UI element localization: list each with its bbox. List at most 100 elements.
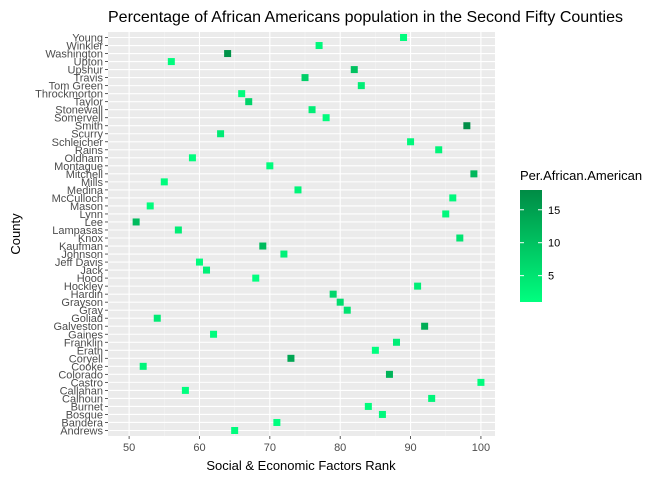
y-tick-label: Stonewall (55, 105, 103, 117)
data-point (238, 90, 246, 98)
legend-tick-label: 15 (548, 205, 560, 217)
y-tick-label: Erath (77, 345, 103, 357)
data-point (273, 418, 281, 426)
y-tick-label: Mason (70, 201, 103, 213)
x-tick-label: 60 (193, 442, 205, 454)
y-tick-label: Hood (77, 273, 103, 285)
grid-lines (108, 32, 495, 436)
data-point (315, 42, 323, 50)
y-tick-label: Coryell (69, 353, 103, 365)
data-point (385, 370, 393, 378)
y-tick-label: Tom Green (49, 81, 103, 93)
y-tick-label: McCulloch (52, 193, 103, 205)
y-axis-title: County (8, 213, 23, 255)
y-tick-label: Young (72, 33, 103, 45)
legend-colorbar (520, 190, 542, 302)
y-tick-label: Throckmorton (35, 89, 103, 101)
y-tick-label: Lynn (80, 209, 103, 221)
data-point (287, 354, 295, 362)
x-axis-ticks: 50 60 70 80 90 100 (123, 436, 490, 454)
x-tick-label: 100 (472, 442, 490, 454)
data-point (245, 98, 253, 106)
x-tick-label: 80 (334, 442, 346, 454)
data-point (203, 266, 211, 274)
data-point (167, 58, 175, 66)
y-tick-label: Lee (85, 217, 103, 229)
y-tick-label: Andrews (60, 426, 103, 438)
data-point (442, 210, 450, 218)
data-point (301, 74, 309, 82)
data-point (132, 218, 140, 226)
y-tick-label: Schleicher (52, 137, 104, 149)
y-tick-label: Gray (79, 305, 103, 317)
y-tick-label: Johnson (61, 249, 103, 261)
y-tick-label: Scurry (71, 129, 103, 141)
data-point (231, 427, 239, 434)
data-point (224, 50, 232, 58)
y-tick-label: Medina (67, 185, 104, 197)
x-tick-label: 70 (264, 442, 276, 454)
x-tick-label: 90 (404, 442, 416, 454)
data-point (195, 258, 203, 266)
data-point (266, 162, 274, 170)
data-point (343, 306, 351, 314)
data-point (174, 226, 182, 234)
y-tick-label: Hardin (71, 289, 103, 301)
y-tick-label: Somervell (54, 113, 103, 125)
data-point (217, 130, 225, 138)
y-tick-label: Mitchell (66, 169, 103, 181)
y-tick-label: Smith (75, 121, 103, 133)
y-tick-label: Cooke (71, 361, 103, 373)
y-tick-label: Travis (73, 73, 103, 85)
legend-tick-label: 10 (548, 238, 560, 250)
y-tick-label: Montague (54, 161, 103, 173)
y-tick-label: Bandera (61, 417, 103, 429)
data-point (308, 106, 316, 114)
y-tick-label: Gaines (68, 329, 103, 341)
data-point (407, 138, 415, 146)
data-point (160, 178, 168, 186)
data-point (392, 338, 400, 346)
y-tick-label: Washington (45, 49, 103, 61)
y-tick-label: Galveston (53, 321, 103, 333)
data-point (139, 362, 147, 370)
legend-title: Per.African.American (520, 168, 642, 183)
y-tick-label: Burnet (71, 401, 103, 413)
data-point (477, 378, 485, 386)
data-point (400, 34, 408, 41)
y-tick-label: Winkler (66, 41, 103, 53)
y-tick-label: Knox (78, 233, 104, 245)
y-tick-label: Lampasas (52, 225, 103, 237)
data-point (181, 386, 189, 394)
data-point (449, 194, 457, 202)
legend-ticks: 5 10 15 (520, 205, 560, 283)
y-tick-label: Franklin (64, 337, 103, 349)
y-tick-label: Callahan (60, 385, 103, 397)
y-tick-label: Hockley (64, 281, 104, 293)
y-tick-label: Jack (80, 265, 103, 277)
data-point (364, 402, 372, 410)
legend-tick-label: 5 (548, 271, 554, 283)
y-tick-label: Mills (81, 177, 103, 189)
y-tick-label: Bosque (66, 409, 103, 421)
data-point (280, 250, 288, 258)
plot-panel (108, 32, 495, 436)
data-point (210, 330, 218, 338)
x-axis-title: Social & Economic Factors Rank (206, 458, 396, 473)
data-point (435, 146, 443, 154)
chart-title: Percentage of African Americans populati… (108, 9, 623, 26)
y-tick-label: Upshur (68, 65, 104, 77)
x-tick-label: 50 (123, 442, 135, 454)
y-tick-label: Goliad (71, 313, 103, 325)
data-points (132, 34, 485, 434)
y-tick-label: Castro (71, 377, 103, 389)
legend: Per.African.American 5 10 15 (520, 168, 642, 302)
y-tick-label: Calhoun (62, 393, 103, 405)
data-point (153, 314, 161, 322)
y-tick-label: Grayson (61, 297, 103, 309)
data-point (378, 410, 386, 418)
data-point (322, 114, 330, 122)
data-point (470, 170, 478, 178)
y-tick-label: Colorado (58, 369, 103, 381)
